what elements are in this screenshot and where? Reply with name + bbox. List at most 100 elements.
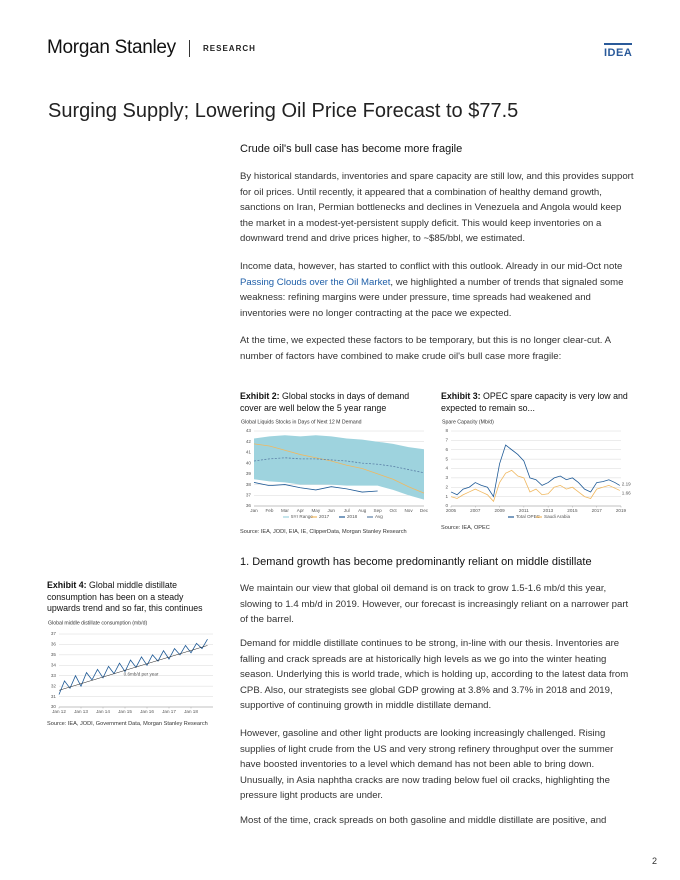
x-tick-label: Jul	[344, 508, 350, 513]
y-tick-label: 8	[445, 428, 448, 433]
x-tick-label: 2009	[494, 508, 505, 513]
paragraph: Demand for middle distillate continues t…	[240, 638, 629, 712]
y-tick-label: 1	[445, 494, 448, 499]
exhibit-caption: Exhibit 4: Global middle distillate cons…	[47, 580, 215, 615]
x-tick-label: Mar	[281, 508, 289, 513]
y-tick-label: 7	[445, 438, 448, 443]
x-tick-label: Jan 14	[96, 709, 110, 714]
series-line	[253, 457, 425, 474]
section-label: RESEARCH	[203, 44, 256, 53]
x-tick-label: 2007	[470, 508, 481, 513]
link[interactable]: Passing Clouds over the Oil Market	[240, 276, 391, 288]
legend-label: Avg	[375, 514, 383, 519]
page-number: 2	[652, 856, 658, 866]
idea-tag: IDEA	[604, 43, 633, 59]
paragraph: At the time, we expected these factors t…	[240, 335, 611, 362]
y-tick-label: 37	[51, 631, 57, 636]
chart: Global Liquids Stocks in Days of Next 12…	[241, 419, 429, 519]
x-tick-label: Feb	[265, 508, 273, 513]
x-tick-label: May	[311, 508, 320, 513]
x-tick-label: Jun	[328, 508, 336, 513]
exhibit-caption: Exhibit 3: OPEC spare capacity is very l…	[441, 391, 631, 414]
separator	[189, 40, 190, 57]
legend-label: 2017	[319, 514, 330, 519]
annotation: 0.6mb/d per year	[124, 671, 159, 676]
paragraph: However, gasoline and other light produc…	[240, 728, 614, 802]
legend-label: Total OPEC	[516, 514, 541, 519]
caption: Global stocks in days of demand cover ar…	[240, 391, 410, 413]
y-tick-label: 5	[445, 456, 448, 461]
y-tick-label: 6	[445, 447, 448, 452]
exhibit-label: Exhibit 3:	[441, 391, 481, 401]
x-tick-label: 2005	[446, 508, 457, 513]
exhibit-caption: Exhibit 2: Global stocks in days of dema…	[240, 391, 425, 414]
x-tick-label: Sep	[374, 508, 383, 513]
exhibit-label: Exhibit 4:	[47, 580, 87, 590]
paragraph: We maintain our view that global oil dem…	[240, 583, 629, 626]
x-tick-label: Jan 18	[184, 709, 198, 714]
text: Income data, however, has started to con…	[240, 261, 623, 272]
x-tick-label: Dec	[420, 508, 429, 513]
x-tick-label: Jan 15	[118, 709, 132, 714]
heading: Crude oil's bull case has become more fr…	[240, 143, 463, 155]
y-tick-label: 36	[51, 642, 57, 647]
y-tick-label: 2	[445, 484, 448, 489]
series-line	[253, 443, 425, 494]
paragraph: By historical standards, inventories and…	[240, 171, 634, 245]
x-tick-label: Jan 13	[74, 709, 88, 714]
chart: Global middle distillate consumption (mb…	[48, 620, 213, 714]
y-tick-label: 37	[246, 493, 252, 498]
x-tick-label: 2011	[519, 508, 529, 513]
y-tick-label: 32	[51, 683, 57, 688]
series-line	[450, 444, 620, 498]
caption: OPEC spare capacity is very low and expe…	[441, 391, 628, 413]
y-tick-label: 35	[51, 652, 57, 657]
x-tick-label: Jan 16	[140, 709, 154, 714]
y-tick-label: 33	[51, 673, 57, 678]
paragraph: Most of the time, crack spreads on both …	[240, 815, 607, 826]
series-line	[58, 639, 208, 695]
y-tick-label: 36	[246, 503, 252, 508]
x-tick-label: Apr	[297, 508, 305, 513]
y-tick-label: 40	[246, 460, 252, 465]
chart: Spare Capacity (Mb/d) 0 1 2 3 4 5 6 7 8 2005 2007 20…	[442, 419, 631, 519]
chart-subtitle: Global middle distillate consumption (mb…	[48, 620, 147, 626]
source: Source: IEA, JODI, Government Data, Morg…	[47, 721, 208, 727]
x-tick-label: Oct	[390, 508, 398, 513]
y-tick-label: 0	[445, 503, 448, 508]
x-tick-label: 2015	[567, 508, 578, 513]
exhibit-label: Exhibit 2:	[240, 391, 280, 401]
legend-label: Saudi Arabia	[544, 514, 570, 519]
y-tick-label: 42	[246, 439, 252, 444]
x-tick-label: Jan 12	[52, 709, 66, 714]
data-label: 1.66	[622, 491, 631, 496]
x-tick-label: Aug	[358, 508, 367, 513]
y-tick-label: 4	[445, 466, 448, 471]
y-tick-label: 31	[51, 694, 57, 699]
y-tick-label: 39	[246, 471, 252, 476]
text: , we highlighted a number of trends that…	[240, 276, 624, 319]
caption: Global middle distillate consumption has…	[47, 580, 203, 613]
y-tick-label: 3	[445, 475, 448, 480]
x-tick-label: 2017	[592, 508, 603, 513]
x-tick-label: 2019	[616, 508, 627, 513]
chart-subtitle: Spare Capacity (Mb/d)	[442, 419, 494, 425]
legend-label: 5Yr Range	[291, 514, 313, 519]
y-tick-label: 38	[246, 482, 252, 487]
range-band	[254, 435, 424, 500]
data-label: 2.19	[622, 482, 631, 487]
y-tick-label: 30	[51, 704, 57, 709]
series-line	[253, 482, 378, 493]
x-tick-label: 2013	[543, 508, 554, 513]
x-tick-label: Jan 17	[162, 709, 176, 714]
y-tick-label: 41	[246, 450, 252, 455]
heading: 1. Demand growth has become predominantl…	[240, 556, 592, 568]
series-line	[450, 469, 620, 503]
source: Source: IEA, JODI, EIA, IE, ClipperData,…	[240, 529, 407, 535]
x-tick-label: Jan	[250, 508, 258, 513]
brand: Morgan Stanley	[47, 37, 176, 58]
y-tick-label: 43	[246, 428, 252, 433]
legend-label: 2018	[347, 514, 358, 519]
paragraph: Income data, however, has started to con…	[240, 259, 634, 321]
